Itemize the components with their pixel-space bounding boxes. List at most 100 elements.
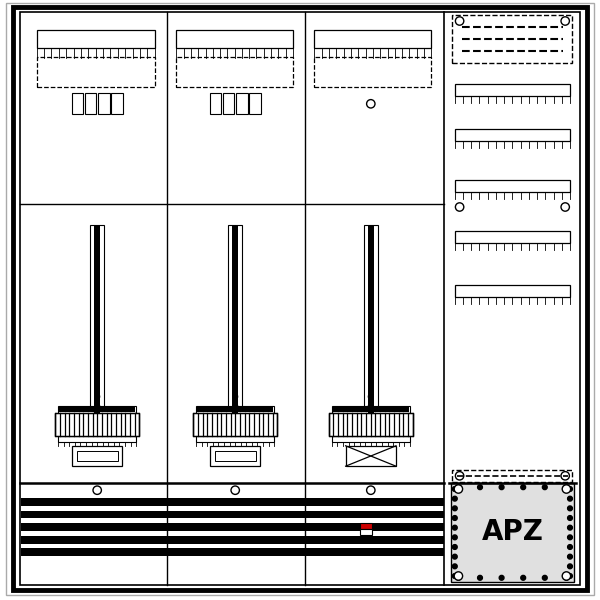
Circle shape [454, 485, 463, 493]
Bar [71, 93, 83, 114]
Circle shape [452, 564, 457, 569]
Bar [250, 93, 261, 114]
Bar [197, 407, 273, 412]
Circle shape [456, 485, 461, 490]
Bar [55, 413, 139, 436]
Circle shape [452, 554, 457, 559]
Bar [332, 436, 410, 442]
Circle shape [564, 575, 569, 580]
Bar [228, 225, 242, 413]
Bar [360, 523, 372, 529]
Circle shape [478, 575, 482, 580]
Bar [90, 225, 104, 413]
Circle shape [562, 485, 571, 493]
Bar [37, 30, 155, 48]
Circle shape [499, 485, 504, 490]
Bar [232, 225, 238, 413]
Circle shape [568, 535, 572, 540]
Circle shape [568, 496, 572, 501]
Bar [452, 15, 572, 63]
Circle shape [561, 17, 569, 25]
Circle shape [478, 485, 482, 490]
Circle shape [454, 572, 463, 580]
Bar [329, 413, 413, 436]
Circle shape [452, 515, 457, 520]
Bar [329, 413, 413, 436]
Circle shape [452, 574, 457, 578]
Circle shape [542, 575, 547, 580]
Circle shape [368, 404, 373, 409]
Bar [94, 225, 100, 413]
Bar [455, 129, 570, 141]
Bar [455, 84, 570, 96]
Bar [21, 498, 444, 506]
Bar [85, 93, 97, 114]
Circle shape [568, 525, 572, 530]
Circle shape [568, 564, 572, 569]
Circle shape [542, 485, 547, 490]
Circle shape [452, 506, 457, 511]
Bar [21, 523, 444, 531]
Bar [455, 180, 570, 192]
Bar [112, 93, 123, 114]
Bar [21, 536, 444, 544]
Bar [332, 406, 410, 413]
Bar [451, 483, 574, 582]
Circle shape [452, 535, 457, 540]
Bar [196, 436, 274, 442]
Circle shape [233, 394, 238, 399]
Circle shape [455, 17, 464, 25]
Circle shape [452, 496, 457, 501]
Bar [196, 406, 274, 413]
Bar [455, 231, 570, 243]
Circle shape [568, 545, 572, 550]
Bar [368, 225, 374, 413]
Bar [314, 30, 431, 48]
Bar [21, 548, 444, 556]
Bar [215, 451, 256, 461]
Circle shape [452, 545, 457, 550]
Bar [77, 451, 118, 461]
Bar [455, 285, 570, 297]
Circle shape [568, 506, 572, 511]
Bar [236, 93, 248, 114]
Bar [193, 413, 277, 436]
Circle shape [568, 574, 572, 578]
Circle shape [95, 394, 100, 399]
Bar [37, 57, 155, 87]
Bar [176, 30, 293, 48]
Circle shape [568, 515, 572, 520]
Bar [21, 511, 444, 518]
Circle shape [233, 404, 238, 409]
Circle shape [568, 487, 572, 491]
Circle shape [368, 394, 373, 399]
Bar [55, 413, 139, 436]
Circle shape [95, 404, 100, 409]
Bar [210, 446, 260, 466]
Bar [364, 225, 378, 413]
Circle shape [499, 575, 504, 580]
Bar [223, 93, 235, 114]
Bar [451, 483, 574, 582]
Circle shape [521, 575, 526, 580]
Bar [58, 436, 136, 442]
Circle shape [452, 487, 457, 491]
Bar [98, 93, 110, 114]
Bar [333, 407, 409, 412]
Bar [360, 529, 372, 535]
Circle shape [452, 525, 457, 530]
Bar [452, 470, 572, 482]
Bar [314, 57, 431, 87]
Bar [72, 446, 122, 466]
Bar [193, 413, 277, 436]
Bar [176, 57, 293, 87]
Bar [58, 406, 136, 413]
Bar [209, 93, 221, 114]
Circle shape [456, 575, 461, 580]
Circle shape [562, 572, 571, 580]
Text: APZ: APZ [481, 518, 544, 547]
Bar [59, 407, 135, 412]
Circle shape [568, 554, 572, 559]
Circle shape [564, 485, 569, 490]
Circle shape [521, 485, 526, 490]
